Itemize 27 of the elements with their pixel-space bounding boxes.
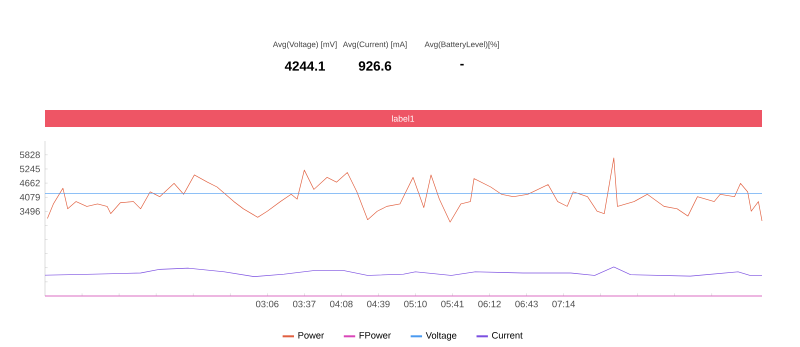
- y-tick-label: 5828: [20, 152, 40, 158]
- legend-label: Voltage: [426, 332, 456, 341]
- legend-label: Current: [492, 332, 523, 339]
- y-tick-label: 4662: [20, 180, 40, 186]
- x-tick-label: 06:43: [515, 300, 538, 308]
- text: 4244.1: [284, 61, 326, 71]
- x-tick-label: 05:41: [441, 300, 464, 308]
- x-tick-label: 06:12: [478, 300, 501, 308]
- x-tick-label: 07:14: [552, 300, 576, 308]
- line-series: [47, 158, 762, 222]
- x-tick-label: 04:39: [367, 300, 390, 308]
- text: 926.6: [358, 61, 392, 71]
- text: Avg(BatteryLevel)[%]: [424, 41, 499, 49]
- text: Avg(Current) [mA]: [342, 41, 407, 49]
- y-tick-label: 5245: [20, 166, 40, 172]
- line-series: [44, 266, 762, 277]
- x-tick-label: 05:10: [404, 300, 427, 308]
- legend-label: FPower: [360, 332, 391, 339]
- y-tick-label: 4079: [20, 194, 40, 201]
- y-tick-label: 3496: [20, 208, 40, 215]
- x-tick-label: 03:37: [292, 300, 316, 308]
- x-tick-label: 03:06: [256, 300, 279, 308]
- text: label1: [392, 115, 414, 122]
- text: -: [460, 64, 464, 66]
- x-tick-label: 04:08: [330, 300, 353, 308]
- text: Avg(Voltage) [mV]: [272, 41, 337, 49]
- legend-label: Power: [298, 332, 324, 339]
